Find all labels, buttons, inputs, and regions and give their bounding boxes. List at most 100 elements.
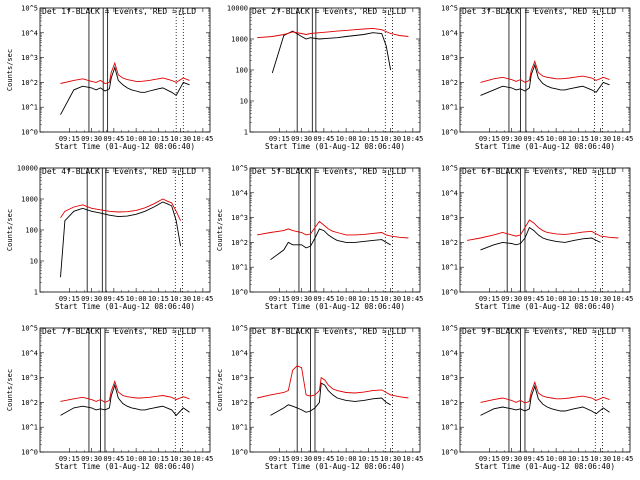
y-tick-label: 10^0 [441, 449, 458, 457]
x-tick-label: 10:45 [192, 455, 213, 463]
panels-group: Det 1f-BLACK = Events, RED = LLD 10^0 10^1… [6, 5, 633, 472]
x-tick-label: 10:00 [336, 295, 357, 303]
y-tick-label: 10^1 [231, 424, 248, 432]
lld-series-line [60, 380, 190, 403]
plot-frame [39, 327, 211, 453]
x-tick-label: 10:00 [546, 135, 567, 143]
x-axis-label: Start Time (01-Aug-12 08:06:40) [55, 302, 195, 311]
plot-frame [459, 7, 631, 133]
x-tick-label: 10:00 [336, 455, 357, 463]
plot-frame [459, 167, 631, 293]
lld-series-line [467, 219, 619, 241]
y-tick-label: 10^4 [441, 29, 458, 37]
panel-title: Det 8f-BLACK = Events, RED = LLD [252, 327, 406, 336]
x-tick-label: 09:45 [523, 295, 544, 303]
x-tick-label: 10:00 [126, 295, 147, 303]
y-axis-label: Counts/sec [6, 49, 14, 91]
y-tick-label: 10^2 [441, 239, 458, 247]
plot-frame [459, 327, 631, 453]
lld-series-line [60, 198, 182, 221]
y-tick-label: 10^1 [441, 424, 458, 432]
events-series-line [271, 30, 392, 74]
y-tick-label: 1000 [21, 196, 38, 204]
y-tick-label: 10^5 [231, 325, 248, 333]
detector-panel-3: Det 3f-BLACK = Events, RED = LLD 10^0 10^1… [441, 5, 633, 152]
y-tick-label: 10^0 [21, 129, 38, 137]
x-tick-label: 10:15 [148, 455, 169, 463]
x-tick-label: 10:45 [402, 455, 423, 463]
y-tick-label: 10^3 [441, 54, 458, 62]
events-series-line [270, 382, 391, 416]
plot-frame [39, 7, 211, 133]
x-tick-label: 10:00 [126, 135, 147, 143]
x-tick-label: 10:00 [126, 455, 147, 463]
x-tick-label: 10:00 [336, 135, 357, 143]
y-tick-label: 10^5 [231, 165, 248, 173]
y-tick-label: 100 [235, 67, 248, 75]
x-tick-label: 09:30 [291, 295, 312, 303]
x-tick-label: 09:45 [523, 135, 544, 143]
lld-series-line [257, 220, 409, 239]
attenuator-state-label: L [597, 169, 601, 177]
attenuator-state-label: L [387, 9, 391, 17]
x-tick-label: 10:00 [546, 455, 567, 463]
y-tick-label: 10^5 [21, 5, 38, 13]
x-tick-label: 10:30 [590, 135, 611, 143]
x-tick-label: 09:30 [291, 455, 312, 463]
x-tick-label: 10:15 [568, 135, 589, 143]
y-tick-label: 10^5 [441, 325, 458, 333]
y-tick-label: 10 [240, 98, 248, 106]
y-tick-label: 10^3 [21, 54, 38, 62]
y-axis-label: Counts/sec [216, 209, 224, 251]
x-axis-label: Start Time (01-Aug-12 08:06:40) [265, 142, 405, 151]
panel-title: Det 7f-BLACK = Events, RED = LLD [42, 327, 196, 336]
x-tick-label: 10:45 [402, 135, 423, 143]
y-tick-label: 10^2 [231, 239, 248, 247]
x-tick-label: 09:45 [103, 455, 124, 463]
panel-title: Det 3f-BLACK = Events, RED = LLD [462, 7, 616, 16]
y-tick-label: 10^2 [441, 399, 458, 407]
x-tick-label: 09:30 [501, 295, 522, 303]
x-tick-label: 10:30 [590, 295, 611, 303]
x-axis-label: Start Time (01-Aug-12 08:06:40) [265, 462, 405, 471]
x-tick-label: 10:15 [148, 295, 169, 303]
x-tick-label: 10:45 [612, 135, 633, 143]
y-tick-label: 10^0 [231, 289, 248, 297]
x-tick-label: 09:30 [81, 295, 102, 303]
y-tick-label: 10^3 [21, 374, 38, 382]
attenuator-state-label: L [387, 169, 391, 177]
x-tick-label: 10:45 [192, 295, 213, 303]
lld-series-line [480, 60, 610, 83]
x-tick-label: 10:30 [170, 455, 191, 463]
events-series-line [480, 63, 610, 96]
y-tick-label: 10^2 [21, 79, 38, 87]
x-tick-label: 10:30 [380, 135, 401, 143]
detector-panel-1: Det 1f-BLACK = Events, RED = LLD 10^0 10^1… [6, 5, 213, 152]
x-tick-label: 09:15 [59, 455, 80, 463]
x-tick-label: 09:30 [81, 135, 102, 143]
x-tick-label: 10:15 [358, 295, 379, 303]
y-tick-label: 10^1 [231, 264, 248, 272]
panel-title: Det 2f-BLACK = Events, RED = LLD [252, 7, 406, 16]
x-tick-label: 09:45 [313, 455, 334, 463]
x-tick-label: 10:15 [358, 455, 379, 463]
plot-frame [249, 327, 421, 453]
events-series-line [60, 65, 190, 115]
x-tick-label: 09:30 [501, 135, 522, 143]
y-tick-label: 100 [25, 227, 38, 235]
y-tick-label: 10^2 [231, 399, 248, 407]
y-tick-label: 10^5 [441, 5, 458, 13]
attenuator-state-label: L [597, 329, 601, 337]
x-tick-label: 10:15 [358, 135, 379, 143]
x-tick-label: 09:45 [313, 295, 334, 303]
x-tick-label: 09:15 [269, 455, 290, 463]
x-tick-label: 09:15 [269, 135, 290, 143]
detector-panel-2: Det 2f-BLACK = Events, RED = LLD 1 10 100 10… [227, 5, 423, 152]
x-tick-label: 09:15 [59, 135, 80, 143]
y-tick-label: 10^1 [441, 264, 458, 272]
y-tick-label: 1000 [231, 36, 248, 44]
x-axis-label: Start Time (01-Aug-12 08:06:40) [475, 462, 615, 471]
x-tick-label: 09:30 [501, 455, 522, 463]
y-tick-label: 10^1 [441, 104, 458, 112]
